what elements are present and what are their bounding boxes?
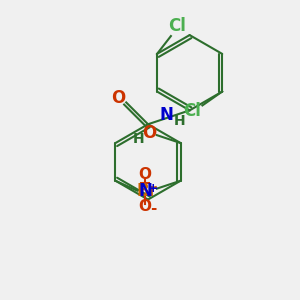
Text: O: O [111, 89, 125, 107]
Text: O: O [142, 124, 156, 142]
Text: +: + [148, 182, 158, 195]
Text: H: H [174, 114, 185, 128]
Text: O: O [139, 199, 152, 214]
Text: -: - [150, 201, 156, 216]
Text: H: H [133, 132, 145, 146]
Text: Br: Br [136, 182, 158, 200]
Text: Cl: Cl [168, 17, 186, 35]
Text: N: N [160, 106, 174, 124]
Text: Cl: Cl [184, 102, 201, 120]
Text: O: O [139, 167, 152, 182]
Text: N: N [138, 182, 152, 200]
